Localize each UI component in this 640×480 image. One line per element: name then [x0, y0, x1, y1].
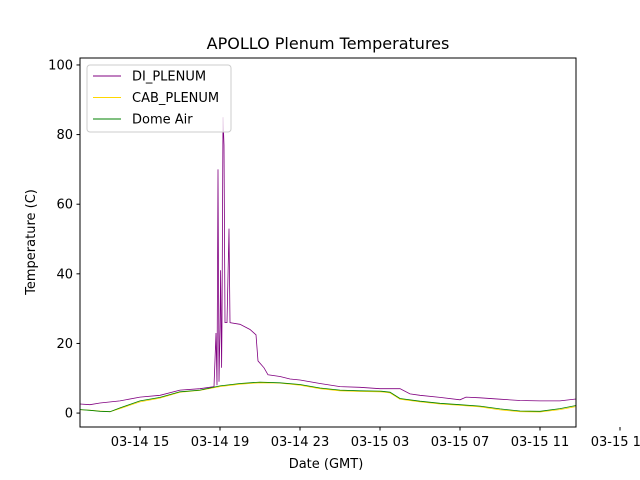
- series-layer: [80, 117, 576, 413]
- plot-frame: [79, 57, 577, 428]
- series-line-dome-air: [80, 381, 576, 413]
- x-tick-label: 03-14 19: [191, 435, 249, 450]
- x-tick-label: 03-15 03: [351, 435, 409, 450]
- x-tick-label: 03-15 07: [431, 435, 489, 450]
- y-tick-label: 20: [56, 337, 73, 352]
- y-axis: 0 20 40 60 80 100: [48, 58, 80, 422]
- y-tick-label: 0: [65, 407, 73, 422]
- y-tick-label: 40: [56, 267, 73, 282]
- x-tick-label: 03-14 15: [111, 435, 169, 450]
- x-axis-label: Date (GMT): [289, 457, 364, 472]
- x-tick-label: 03-14 23: [271, 435, 329, 450]
- y-axis-label: Temperature (C): [24, 189, 39, 296]
- legend: DI_PLENUM CAB_PLENUM Dome Air: [86, 64, 232, 133]
- legend-label-dome-air: Dome Air: [132, 113, 193, 128]
- series-line-cab-plenum: [80, 382, 576, 413]
- legend-label-di-plenum: DI_PLENUM: [132, 70, 206, 85]
- x-tick-label: 03-15 11: [511, 435, 569, 450]
- y-tick-label: 80: [56, 128, 73, 143]
- series-line-di-plenum: [80, 117, 576, 406]
- legend-box: [86, 64, 232, 133]
- chart-title: APOLLO Plenum Temperatures: [207, 34, 450, 53]
- y-tick-label: 100: [48, 58, 73, 73]
- x-axis: 03-14 15 03-14 19 03-14 23 03-15 03 03-15 07…: [111, 427, 640, 450]
- y-tick-label: 60: [56, 198, 73, 213]
- x-tick-label: 03-15 15: [591, 435, 640, 450]
- legend-label-cab-plenum: CAB_PLENUM: [132, 91, 219, 106]
